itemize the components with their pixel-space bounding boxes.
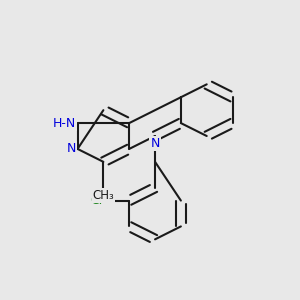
Text: Cl: Cl	[90, 194, 102, 207]
Text: CH₃: CH₃	[92, 189, 114, 202]
Text: N: N	[67, 142, 76, 155]
Text: H-N: H-N	[53, 117, 76, 130]
Text: N: N	[150, 137, 160, 150]
